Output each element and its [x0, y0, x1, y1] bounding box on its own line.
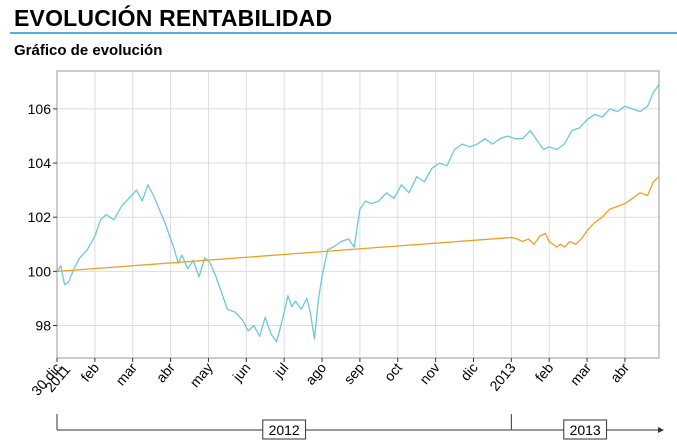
series-group — [56, 84, 660, 343]
x-tick-label: abr — [607, 359, 632, 385]
x-tick-label: 2013 — [486, 359, 518, 393]
plot-frame — [56, 70, 660, 359]
x-tick-label: abr — [153, 359, 178, 385]
y-tick-label: 104 — [28, 155, 52, 171]
x-tick-label: jun — [229, 360, 254, 385]
y-tick-label: 100 — [28, 263, 52, 279]
y-axis-ticks: 98 100 102 104 106 — [28, 101, 57, 334]
y-tick-label: 106 — [28, 101, 52, 117]
x-tick-label: oct — [381, 360, 405, 385]
x-tick-label: mar — [112, 359, 140, 388]
x-tick-label: nov — [416, 360, 443, 388]
chart-subtitle: Gráfico de evolución — [14, 42, 163, 59]
year-label-box — [563, 419, 608, 440]
x-tick-label: feb — [532, 359, 557, 384]
x-tick-label: dic — [457, 360, 481, 384]
year-label: 2012 — [269, 422, 300, 438]
page-title: EVOLUCIÓN RENTABILIDAD — [14, 5, 333, 31]
x-tick-label: may — [186, 360, 215, 391]
year-label: 2013 — [570, 422, 601, 438]
x-tick-label: mar — [567, 359, 595, 388]
series-line-benchmark — [56, 176, 660, 273]
x-tick-label: jul — [270, 360, 292, 382]
chart-grid — [56, 71, 659, 358]
x-axis-ticks: 30 dic feb mar abr may jun jul ago sep oct nov dic 2… — [28, 358, 632, 399]
year-label-box — [262, 419, 307, 440]
x-tick-label: feb — [77, 359, 102, 384]
y-tick-label: 102 — [28, 209, 52, 225]
y-tick-label: 98 — [35, 318, 51, 334]
title-underline — [10, 32, 677, 34]
x-tick-label: ago — [302, 359, 329, 387]
x-tick-label: sep — [340, 359, 367, 387]
year-timeline: 2012 2013 — [56, 414, 664, 440]
series-line-fund — [56, 84, 660, 343]
arrow-right-icon — [658, 427, 664, 433]
